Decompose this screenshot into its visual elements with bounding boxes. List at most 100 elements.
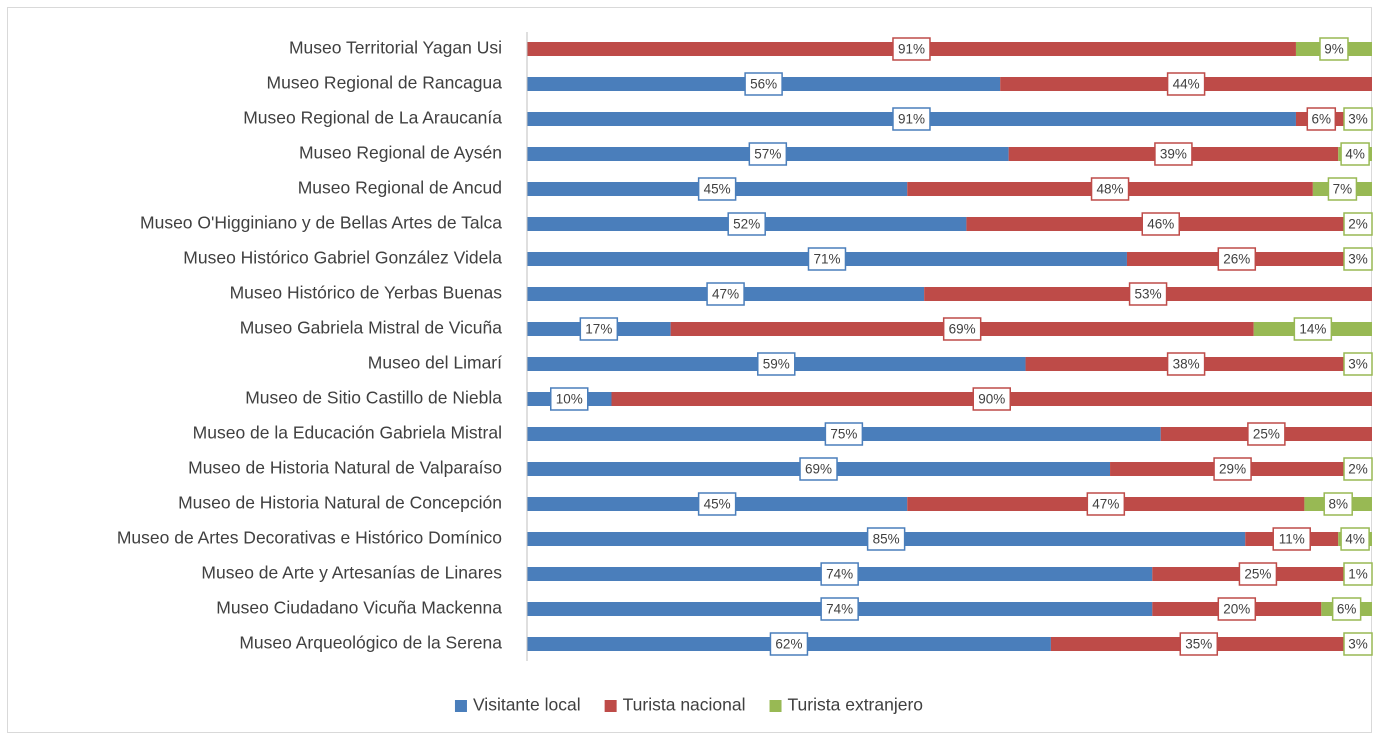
data-label-box bbox=[972, 387, 1011, 411]
data-label: 25% bbox=[1244, 567, 1271, 582]
data-label-box bbox=[697, 492, 737, 516]
data-label: 91% bbox=[898, 42, 925, 57]
data-label: 1% bbox=[1348, 567, 1368, 582]
data-label: 3% bbox=[1348, 637, 1368, 652]
y-tick-label: Museo Regional de Ancud bbox=[298, 178, 502, 198]
data-label: 4% bbox=[1345, 532, 1365, 547]
data-label-box bbox=[892, 37, 931, 61]
data-label-box bbox=[1323, 492, 1353, 516]
data-label-box bbox=[1343, 457, 1373, 481]
y-tick-label: Museo Histórico de Yerbas Buenas bbox=[230, 283, 503, 303]
legend-swatch bbox=[454, 700, 467, 712]
data-label-box bbox=[1217, 247, 1257, 271]
data-label-box bbox=[799, 457, 838, 481]
data-label: 2% bbox=[1348, 217, 1368, 232]
data-label-box bbox=[1343, 632, 1373, 656]
legend-label: Visitante local bbox=[473, 695, 581, 715]
data-label: 53% bbox=[1135, 287, 1162, 302]
y-tick-label: Museo O'Higginiano y de Bellas Artes de … bbox=[140, 213, 502, 233]
data-label-box bbox=[579, 317, 619, 341]
data-label: 2% bbox=[1348, 462, 1368, 477]
data-label: 35% bbox=[1185, 637, 1212, 652]
data-label-box bbox=[1141, 212, 1180, 236]
y-tick-label: Museo Histórico Gabriel González Videla bbox=[183, 248, 502, 268]
data-label: 62% bbox=[775, 637, 802, 652]
data-label-box bbox=[820, 597, 859, 621]
data-label: 57% bbox=[754, 147, 781, 162]
data-label-box bbox=[1166, 72, 1206, 96]
data-label: 75% bbox=[830, 427, 857, 442]
data-label-box bbox=[1154, 142, 1193, 166]
y-tick-label: Museo de la Educación Gabriela Mistral bbox=[193, 423, 502, 443]
data-label-box bbox=[807, 247, 847, 271]
data-label-box bbox=[1343, 352, 1373, 376]
data-label: 74% bbox=[826, 567, 853, 582]
data-label: 3% bbox=[1348, 252, 1368, 267]
data-label: 47% bbox=[712, 287, 739, 302]
data-label-box bbox=[820, 562, 859, 586]
data-label-box bbox=[697, 177, 737, 201]
data-label-box bbox=[1247, 422, 1286, 446]
data-label-box bbox=[744, 72, 783, 96]
data-label: 3% bbox=[1348, 112, 1368, 127]
data-label: 71% bbox=[813, 252, 840, 267]
data-label-box bbox=[1343, 562, 1373, 586]
y-tick-label: Museo Ciudadano Vicuña Mackenna bbox=[216, 598, 502, 618]
data-label-box bbox=[550, 387, 589, 411]
data-label-box bbox=[892, 107, 931, 131]
data-label-box bbox=[748, 142, 788, 166]
data-label-box bbox=[706, 282, 745, 306]
data-label: 91% bbox=[898, 112, 925, 127]
data-label: 11% bbox=[1279, 532, 1305, 547]
data-label: 38% bbox=[1173, 357, 1200, 372]
data-label-box bbox=[1340, 142, 1370, 166]
data-label: 9% bbox=[1324, 42, 1344, 57]
data-label: 26% bbox=[1223, 252, 1250, 267]
data-label-box bbox=[824, 422, 864, 446]
data-label: 14% bbox=[1299, 322, 1326, 337]
data-label: 52% bbox=[733, 217, 760, 232]
data-label-box bbox=[757, 352, 796, 376]
data-label: 10% bbox=[556, 392, 583, 407]
data-label-box bbox=[942, 317, 982, 341]
data-label-box bbox=[1331, 597, 1362, 621]
data-label: 48% bbox=[1097, 182, 1124, 197]
data-label: 25% bbox=[1253, 427, 1280, 442]
data-label: 20% bbox=[1223, 602, 1250, 617]
y-tick-label: Museo del Limarí bbox=[368, 353, 502, 373]
data-label-box bbox=[866, 527, 906, 551]
data-label: 45% bbox=[704, 497, 731, 512]
data-label-box bbox=[1166, 352, 1206, 376]
data-label: 90% bbox=[978, 392, 1005, 407]
data-label-box bbox=[1343, 247, 1373, 271]
data-label: 17% bbox=[585, 322, 612, 337]
data-label: 44% bbox=[1173, 77, 1200, 92]
legend-label: Turista nacional bbox=[623, 695, 746, 715]
y-tick-label: Museo de Historia Natural de Concepción bbox=[178, 493, 502, 513]
data-label-box bbox=[1128, 282, 1168, 306]
data-label: 6% bbox=[1312, 112, 1332, 127]
y-tick-label: Museo de Historia Natural de Valparaíso bbox=[188, 458, 502, 478]
y-tick-label: Museo Arqueológico de la Serena bbox=[239, 633, 502, 653]
y-tick-label: Museo Gabriela Mistral de Vicuña bbox=[240, 318, 503, 338]
data-label-box bbox=[1179, 632, 1219, 656]
data-label-box bbox=[1238, 562, 1278, 586]
data-label: 39% bbox=[1160, 147, 1187, 162]
y-tick-label: Museo de Arte y Artesanías de Linares bbox=[201, 563, 502, 583]
data-label-box bbox=[1343, 212, 1373, 236]
data-label: 46% bbox=[1147, 217, 1174, 232]
data-label: 59% bbox=[763, 357, 790, 372]
data-label-box bbox=[1272, 527, 1311, 551]
data-label-box bbox=[1090, 177, 1130, 201]
data-label: 85% bbox=[873, 532, 900, 547]
data-label: 6% bbox=[1337, 602, 1357, 617]
y-tick-label: Museo de Artes Decorativas e Histórico D… bbox=[117, 528, 502, 548]
data-label-box bbox=[1327, 177, 1358, 201]
data-label: 7% bbox=[1333, 182, 1353, 197]
data-label-box bbox=[1213, 457, 1252, 481]
y-tick-label: Museo Regional de La Araucanía bbox=[243, 108, 502, 128]
data-label: 4% bbox=[1345, 147, 1365, 162]
legend-swatch bbox=[769, 700, 782, 712]
data-label-box bbox=[1293, 317, 1333, 341]
